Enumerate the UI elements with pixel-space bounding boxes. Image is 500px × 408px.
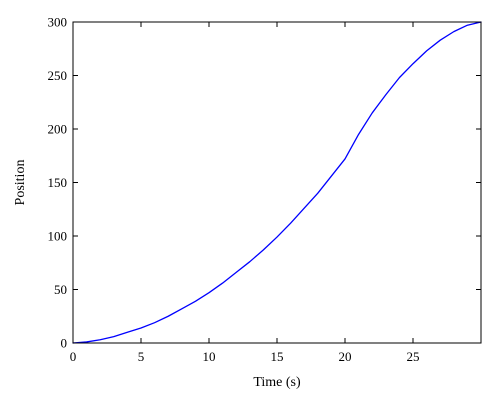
labels-layer: Time (s) Position [13, 160, 301, 390]
series-line-0 [72, 21, 482, 344]
plot-background-layer [73, 22, 481, 343]
y-tick-label-3: 150 [48, 175, 68, 190]
x-tick-label-0: 0 [70, 349, 77, 364]
x-tick-label-1: 5 [138, 349, 145, 364]
x-tick-label-3: 15 [271, 349, 284, 364]
x-axis-label: Time (s) [253, 375, 301, 390]
x-tick-label-5: 25 [407, 349, 420, 364]
x-tick-label-2: 10 [203, 349, 216, 364]
y-tick-label-0: 0 [61, 336, 68, 351]
x-tick-label-4: 20 [339, 349, 352, 364]
y-tick-label-4: 200 [48, 122, 68, 137]
y-axis-label: Position [13, 160, 28, 206]
y-tick-label-6: 300 [48, 15, 68, 30]
plot-area [73, 22, 481, 343]
y-tick-label-2: 100 [48, 229, 68, 244]
y-tick-label-1: 50 [54, 282, 67, 297]
y-tick-label-5: 250 [48, 68, 68, 83]
series-layer [72, 21, 482, 344]
